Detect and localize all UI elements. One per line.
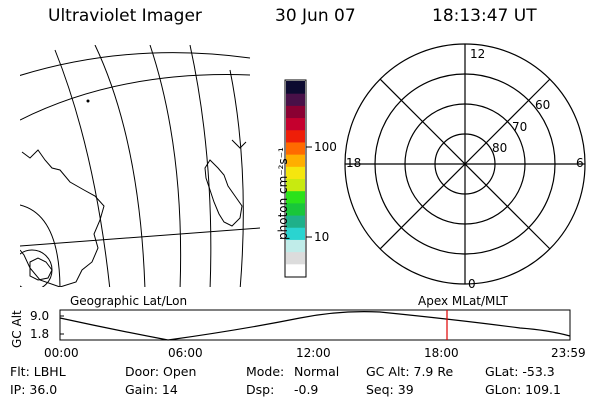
colorbar [284,79,312,278]
status-ip: IP: 36.0 [10,382,58,397]
lat-line [20,204,61,287]
lat-label-70: 70 [512,120,528,134]
colorbar-strip [286,141,305,155]
colorbar-strip [286,263,305,277]
time-tick-label: 12:00 [296,346,331,360]
lat-line [20,227,260,247]
geographic-label: Geographic Lat/Lon [70,294,188,308]
date-readout: 30 Jun 07 [275,6,356,26]
mlt-label-noon: 12 [470,47,486,61]
status-mode-value: Normal [294,364,340,379]
time-tick-label: 18:00 [424,346,459,360]
lon-meridian [189,45,212,287]
lon-meridian [229,69,244,287]
alt-tick-label: 1.8 [30,327,50,341]
status-seq: Seq: 39 [366,382,414,397]
lat-label-80: 80 [492,141,508,155]
colorbar-strip [286,129,305,143]
app-title: Ultraviolet Imager [48,6,202,26]
status-filter: Flt: LBHL [10,364,66,379]
status-glat: GLat: -53.3 [485,364,555,379]
time-readout: 18:13:47 UT [432,6,537,26]
alt-tick-label: 9.0 [30,309,50,323]
lon-meridian [94,45,146,287]
gc-alt-axis-label: GC Alt [10,310,24,348]
altitude-curve [59,311,571,341]
mlt-label-dawn: 6 [576,156,584,170]
lon-meridian [54,49,111,287]
colorbar-unit-label: photon cm⁻²s⁻¹ [276,147,290,240]
time-tick-label: 06:00 [168,346,203,360]
coastline [204,159,243,227]
lon-meridian [149,45,182,287]
colorbar-strip [286,154,305,167]
status-dsp-label: Dsp: [246,382,275,397]
colorbar-strip [286,239,305,253]
colorbar-strip [286,81,305,94]
colorbar-strip [286,251,305,265]
time-tick-label: 00:00 [44,346,79,360]
coastline [20,149,105,287]
colorbar-strips [286,81,305,277]
mlt-label-dusk: 18 [346,156,362,170]
mlt-label-midnight: 0 [468,277,476,291]
colorbar-tick-label: 100 [314,140,337,154]
status-glon: GLon: 109.1 [485,382,561,397]
colorbar-strip [286,178,305,192]
time-tick-label: 23:59 [551,346,586,360]
coastline [29,257,53,281]
apex-label: Apex MLat/MLT [418,294,508,308]
altitude-strip [59,309,571,341]
colorbar-strip [286,117,305,131]
colorbar-strip [286,190,305,204]
lat-circle [20,74,251,121]
polar-plot [344,43,586,285]
colorbar-strip [286,105,305,119]
status-dsp-value: -0.9 [294,382,319,397]
colorbar-strip [286,93,305,106]
geographic-map [20,45,260,287]
colorbar-strip [286,215,305,228]
status-gain: Gain: 14 [125,382,178,397]
colorbar-strip [286,202,305,216]
lat-circle [20,52,251,77]
status-door: Door: Open [125,364,197,379]
colorbar-tick-label: 10 [314,230,330,244]
status-mode-label: Mode: [246,364,285,379]
colorbar-strip [286,227,305,240]
coastline [231,139,247,149]
polar-diagonal [379,78,551,250]
colorbar-strip [286,166,305,179]
status-gc-alt: GC Alt: 7.9 Re [366,364,454,379]
lat-label-60: 60 [535,98,551,112]
